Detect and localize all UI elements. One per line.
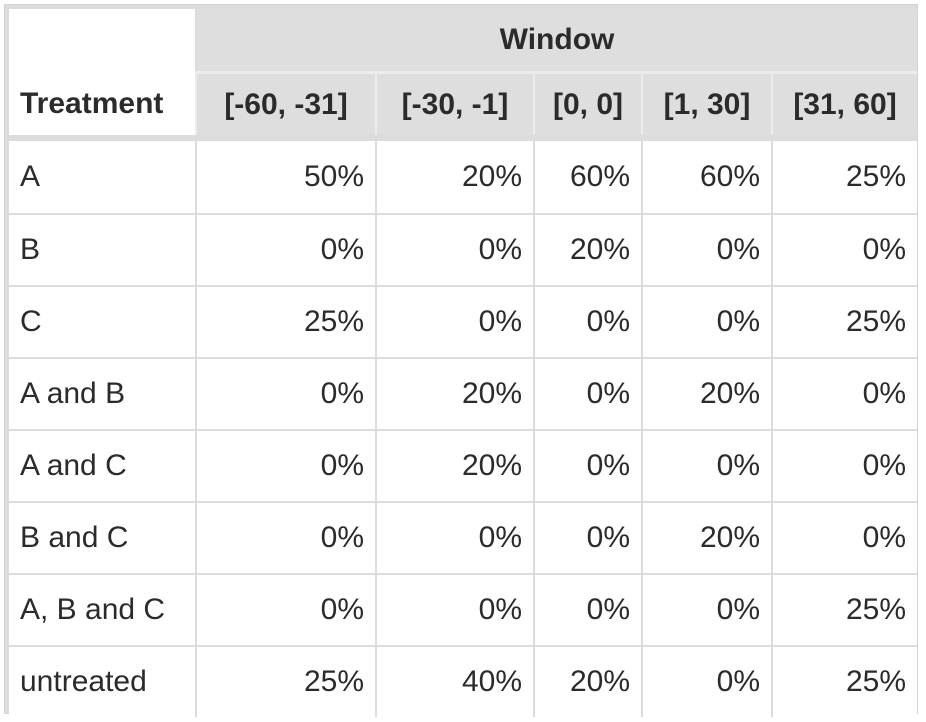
table-cell: 0% — [195, 501, 375, 573]
table-row: A and C 0% 20% 0% 0% 0% — [9, 429, 918, 501]
row-label: C — [9, 285, 195, 357]
table-cell: 0% — [375, 501, 533, 573]
table-cell: 0% — [771, 429, 918, 501]
table-cell: 20% — [375, 429, 533, 501]
table-cell: 0% — [641, 429, 771, 501]
table-cell: 0% — [771, 357, 918, 429]
table-cell: 0% — [641, 213, 771, 285]
row-label: B and C — [9, 501, 195, 573]
table-cell: 0% — [771, 501, 918, 573]
header-divider-cell — [9, 135, 918, 141]
column-header: [1, 30] — [641, 71, 771, 135]
table-cell: 0% — [533, 573, 641, 645]
header-divider — [9, 135, 918, 141]
table-cell: 20% — [375, 141, 533, 213]
table-cell: 25% — [195, 285, 375, 357]
table-cell: 0% — [375, 213, 533, 285]
table-cell: 0% — [195, 357, 375, 429]
row-label: A and B — [9, 357, 195, 429]
table-cell: 40% — [375, 645, 533, 717]
table-cell: 0% — [375, 285, 533, 357]
table-cell: 0% — [641, 573, 771, 645]
table-cell: 0% — [641, 285, 771, 357]
table-cell: 50% — [195, 141, 375, 213]
table-cell: 0% — [533, 285, 641, 357]
table-cell: 25% — [195, 645, 375, 717]
row-label: A — [9, 141, 195, 213]
row-header-label: Treatment — [9, 9, 195, 135]
table-cell: 25% — [771, 285, 918, 357]
table-cell: 25% — [771, 645, 918, 717]
column-header: [-60, -31] — [195, 71, 375, 135]
table-row: A, B and C 0% 0% 0% 0% 25% — [9, 573, 918, 645]
column-header: [-30, -1] — [375, 71, 533, 135]
table-cell: 20% — [641, 357, 771, 429]
column-header-row: [-60, -31] [-30, -1] [0, 0] [1, 30] [31, 60] — [9, 71, 918, 135]
table-body: A 50% 20% 60% 60% 25% B 0% 0% 20% 0% 0% C 25% 0% 0% 0% 25… — [9, 135, 918, 717]
table-cell: 20% — [533, 645, 641, 717]
table-cell: 0% — [533, 429, 641, 501]
row-label: A and C — [9, 429, 195, 501]
table-row: B 0% 0% 20% 0% 0% — [9, 213, 918, 285]
table-cell: 20% — [533, 213, 641, 285]
table-cell: 25% — [771, 141, 918, 213]
table-cell: 60% — [533, 141, 641, 213]
table-cell: 0% — [533, 357, 641, 429]
table-cell: 20% — [641, 501, 771, 573]
table-cell: 25% — [771, 573, 918, 645]
table-frame: Treatment Window [-60, -31] [-30, -1] [0, … — [4, 4, 918, 717]
table-cell: 0% — [195, 573, 375, 645]
header-group-row: Treatment Window — [9, 9, 918, 135]
table-cell: 0% — [771, 213, 918, 285]
table-cell: 0% — [195, 429, 375, 501]
row-label: A, B and C — [9, 573, 195, 645]
row-label: untreated — [9, 645, 195, 717]
treatment-window-table: Treatment Window [-60, -31] [-30, -1] [0, … — [9, 9, 918, 717]
table-row: untreated 25% 40% 20% 0% 25% — [9, 645, 918, 717]
table-row: A and B 0% 20% 0% 20% 0% — [9, 357, 918, 429]
table-cell: 0% — [375, 573, 533, 645]
table-row: C 25% 0% 0% 0% 25% — [9, 285, 918, 357]
table-cell: 0% — [195, 213, 375, 285]
table-row: B and C 0% 0% 0% 20% 0% — [9, 501, 918, 573]
table-cell: 60% — [641, 141, 771, 213]
table-row: A 50% 20% 60% 60% 25% — [9, 141, 918, 213]
table-cell: 0% — [533, 501, 641, 573]
table-cell: 20% — [375, 357, 533, 429]
table-cell: 0% — [641, 645, 771, 717]
column-header: [0, 0] — [533, 71, 641, 135]
column-header: [31, 60] — [771, 71, 918, 135]
row-label: B — [9, 213, 195, 285]
column-group-label: Window — [195, 9, 918, 71]
